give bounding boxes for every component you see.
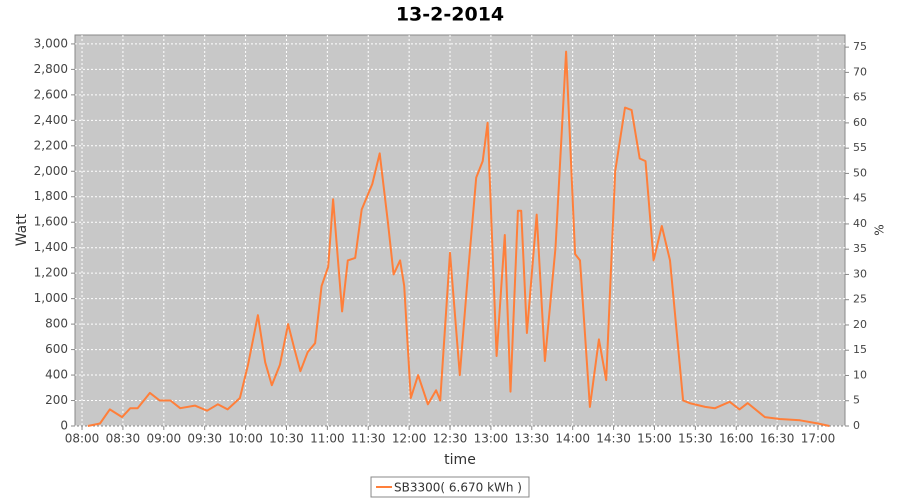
x-tick-label: 11:00 bbox=[310, 432, 345, 446]
y2-tick-label: 65 bbox=[853, 91, 867, 104]
y-tick-label: 600 bbox=[45, 342, 68, 356]
y2-tick-label: 75 bbox=[853, 40, 867, 53]
legend-box bbox=[370, 476, 530, 498]
x-tick-label: 10:30 bbox=[269, 432, 304, 446]
y-tick-label: 200 bbox=[45, 393, 68, 407]
x-tick-label: 09:00 bbox=[147, 432, 182, 446]
y-tick-label: 2,400 bbox=[34, 113, 68, 127]
x-tick-label: 16:00 bbox=[719, 432, 754, 446]
data-line bbox=[87, 50, 830, 427]
x-tick-label: 15:30 bbox=[678, 432, 713, 446]
y2-tick-label: 15 bbox=[853, 343, 867, 356]
y2-tick-label: 40 bbox=[853, 217, 867, 230]
y2-tick-label: 70 bbox=[853, 65, 867, 78]
x-tick-label: 17:00 bbox=[801, 432, 836, 446]
y2-tick-label: 30 bbox=[853, 267, 867, 280]
y-tick-label: 800 bbox=[45, 317, 68, 331]
y2-tick-label: 50 bbox=[853, 166, 867, 179]
y2-tick-label: 0 bbox=[853, 419, 860, 432]
y-tick-label: 2,600 bbox=[34, 87, 68, 101]
y2-tick-label: 10 bbox=[853, 368, 867, 381]
y-tick-label: 1,000 bbox=[34, 291, 68, 305]
x-tick-label: 10:00 bbox=[228, 432, 263, 446]
x-axis-label: time bbox=[444, 452, 476, 468]
y-tick-label: 2,000 bbox=[34, 164, 68, 178]
y2-tick-label: 5 bbox=[853, 394, 860, 407]
y2-tick-label: 60 bbox=[853, 116, 867, 129]
y-tick-label: 1,400 bbox=[34, 240, 68, 254]
chart-title: 13-2-2014 bbox=[396, 4, 504, 26]
x-tick-label: 08:00 bbox=[65, 432, 100, 446]
y-tick-label: 3,000 bbox=[34, 36, 68, 50]
y-axis-label: Watt bbox=[14, 213, 30, 246]
y-tick-label: 400 bbox=[45, 368, 68, 382]
y-tick-label: 2,200 bbox=[34, 138, 68, 152]
x-tick-label: 09:30 bbox=[187, 432, 222, 446]
x-tick-label: 13:00 bbox=[474, 432, 509, 446]
y-tick-label: 1,800 bbox=[34, 189, 68, 203]
y2-axis-label: % bbox=[873, 224, 887, 235]
y-tick-label: 0 bbox=[60, 419, 68, 433]
x-tick-label: 11:30 bbox=[351, 432, 386, 446]
x-tick-label: 12:30 bbox=[433, 432, 468, 446]
x-tick-label: 16:30 bbox=[760, 432, 795, 446]
y2-tick-label: 35 bbox=[853, 242, 867, 255]
x-tick-label: 13:30 bbox=[515, 432, 550, 446]
x-tick-label: 14:00 bbox=[555, 432, 590, 446]
x-tick-label: 15:00 bbox=[637, 432, 672, 446]
y-tick-label: 2,800 bbox=[34, 62, 68, 76]
y2-tick-label: 25 bbox=[853, 293, 867, 306]
x-tick-label: 08:30 bbox=[106, 432, 141, 446]
y2-tick-label: 45 bbox=[853, 192, 867, 205]
x-tick-label: 14:30 bbox=[596, 432, 631, 446]
y-tick-label: 1,200 bbox=[34, 266, 68, 280]
y2-tick-label: 20 bbox=[853, 318, 867, 331]
x-tick-label: 12:00 bbox=[392, 432, 427, 446]
y-tick-label: 1,600 bbox=[34, 215, 68, 229]
y2-tick-label: 55 bbox=[853, 141, 867, 154]
legend-label: SB3300( 6.670 kWh ) bbox=[394, 481, 522, 495]
